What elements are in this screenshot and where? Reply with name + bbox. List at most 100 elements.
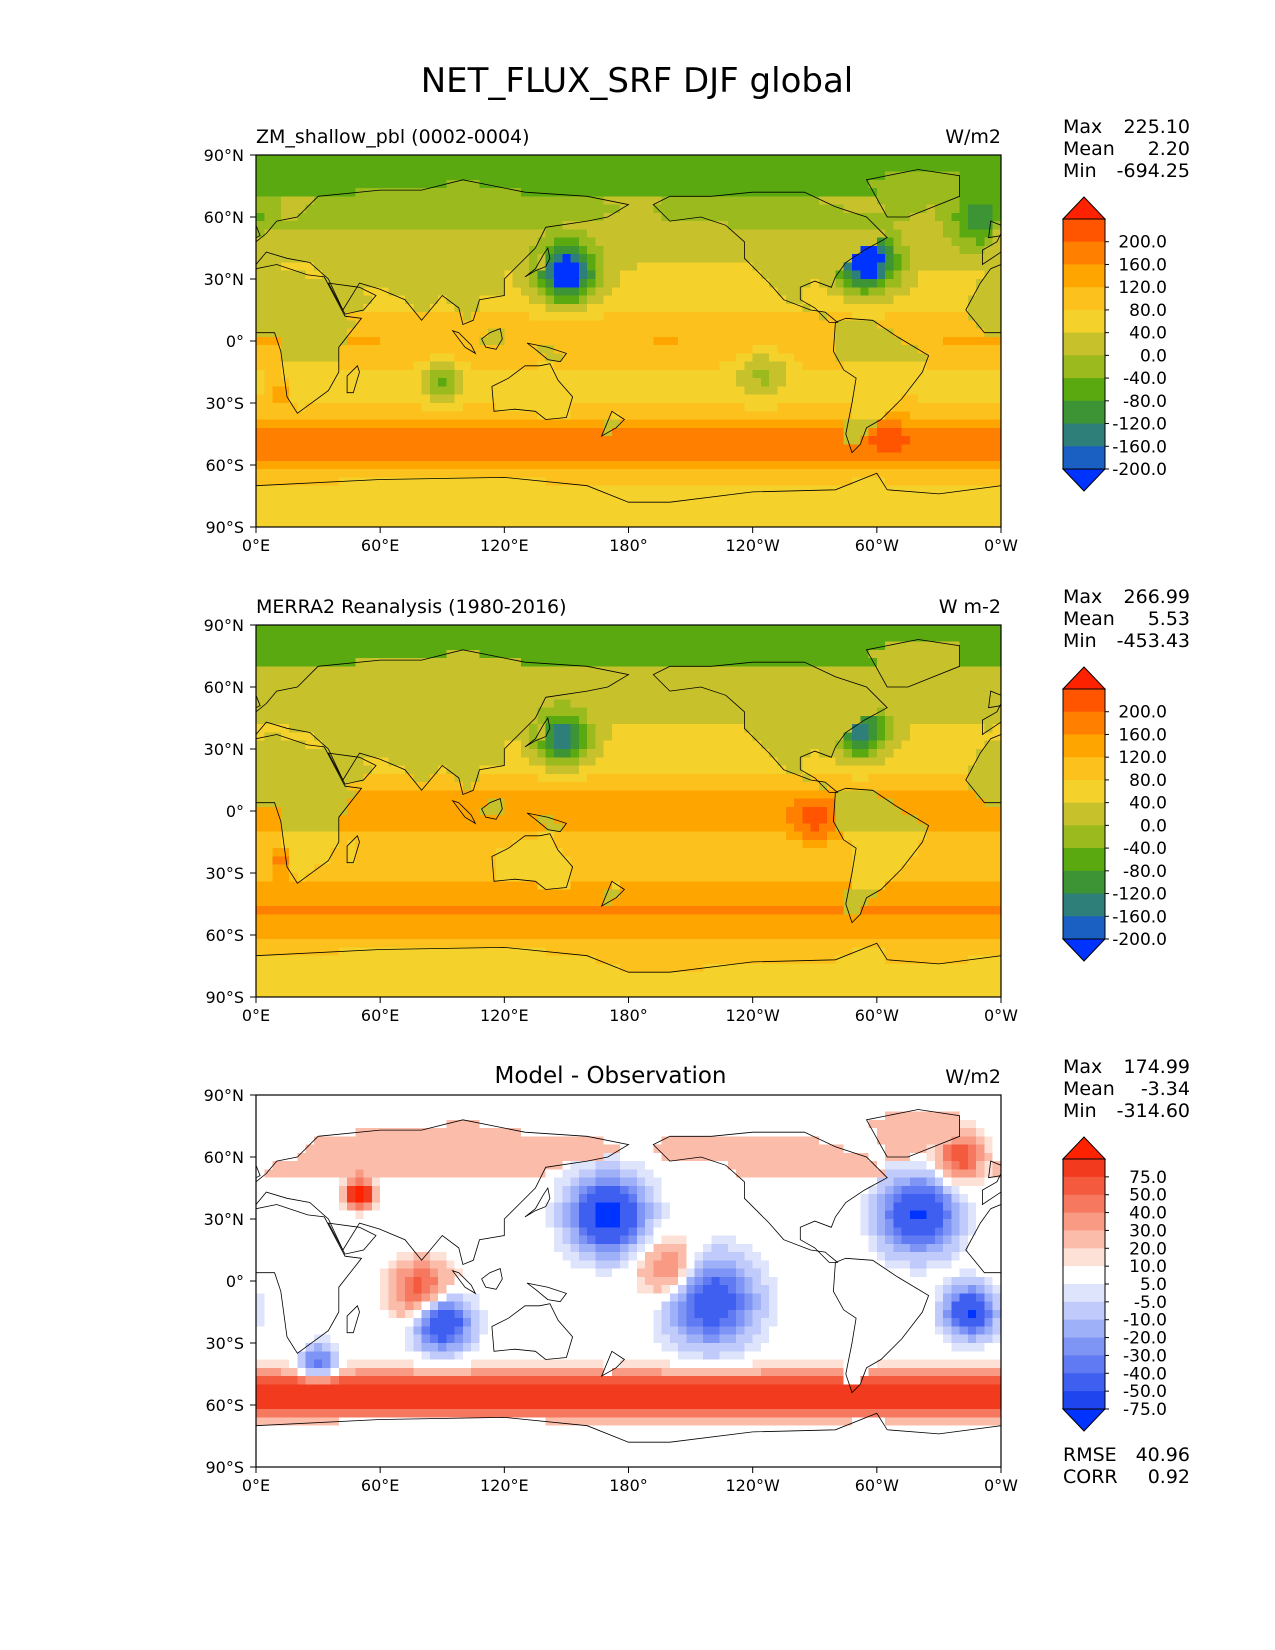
colorbar-tick-label: 80.0 — [1129, 301, 1167, 321]
stat-label: Min — [1063, 630, 1097, 652]
stat-value: 266.99 — [1124, 586, 1190, 608]
colorbar-tick-label: 20.0 — [1129, 1239, 1167, 1259]
extra-stat-label: RMSE — [1063, 1444, 1117, 1466]
stat-value: 5.53 — [1148, 608, 1190, 630]
extra-stat-label: CORR — [1063, 1466, 1118, 1488]
colorbar-tick-label: 40.0 — [1129, 794, 1167, 814]
colorbar-tick-label: 0.0 — [1140, 816, 1167, 836]
panel-title: MERRA2 Reanalysis (1980-2016) — [256, 596, 567, 618]
lon-tick-label: 60°E — [361, 536, 399, 555]
lon-tick-label: 180° — [609, 1476, 648, 1495]
lon-tick-label: 180° — [609, 1006, 648, 1025]
stat-value: -3.34 — [1141, 1078, 1190, 1100]
panel-title: ZM_shallow_pbl (0002-0004) — [256, 126, 530, 148]
colorbar-tick-label: -40.0 — [1123, 1364, 1167, 1384]
extra-stat-value: 40.96 — [1136, 1444, 1190, 1466]
colorbar-tick-label: 120.0 — [1118, 748, 1167, 768]
lat-tick-label: 60°S — [205, 1396, 244, 1415]
colorbar-tick-label: -10.0 — [1123, 1311, 1167, 1331]
colorbar-tick-label: 75.0 — [1129, 1168, 1167, 1188]
stat-label: Mean — [1063, 608, 1115, 630]
colorbar-tick-label: 40.0 — [1129, 1204, 1167, 1224]
colorbar-tick-label: -160.0 — [1112, 437, 1167, 457]
lat-tick-label: 0° — [226, 802, 244, 821]
lon-tick-label: 0°W — [984, 536, 1018, 555]
lon-tick-label: 60°W — [855, 1006, 899, 1025]
stat-value: 2.20 — [1148, 138, 1190, 160]
colorbar-tick-label: -40.0 — [1123, 839, 1167, 859]
lat-tick-label: 90°N — [204, 146, 244, 165]
stat-label: Max — [1063, 1056, 1102, 1078]
colorbar-tick-label: 50.0 — [1129, 1186, 1167, 1206]
stat-value: -314.60 — [1117, 1100, 1190, 1122]
lon-tick-label: 120°E — [480, 1006, 529, 1025]
lon-tick-label: 60°E — [361, 1006, 399, 1025]
colorbar-tick-label: 80.0 — [1129, 771, 1167, 791]
lat-tick-label: 30°N — [204, 740, 244, 759]
map-panel-1: 0°E 60°E 120°E 180° 120°W 60°W 0°W 90°N 60°N 30°N… — [204, 116, 1190, 555]
stat-label: Mean — [1063, 1078, 1115, 1100]
stat-value: 174.99 — [1124, 1056, 1190, 1078]
stat-value: 225.10 — [1124, 116, 1190, 138]
lat-tick-label: 0° — [226, 1272, 244, 1291]
lon-tick-label: 120°E — [480, 536, 529, 555]
colorbar-tick-label: -120.0 — [1112, 885, 1167, 905]
lat-tick-label: 30°N — [204, 1210, 244, 1229]
lat-tick-label: 30°N — [204, 270, 244, 289]
field-layer — [256, 155, 1002, 528]
colorbar-tick-label: 200.0 — [1118, 233, 1167, 253]
lon-tick-label: 0°E — [242, 1006, 270, 1025]
stat-label: Max — [1063, 116, 1102, 138]
panel-title: Model - Observation — [494, 1063, 726, 1089]
colorbar-tick-label: 160.0 — [1118, 725, 1167, 745]
lat-tick-label: 60°S — [205, 456, 244, 475]
stat-label: Max — [1063, 586, 1102, 608]
lat-tick-label: 60°N — [204, 678, 244, 697]
colorbar-tick-label: -80.0 — [1123, 862, 1167, 882]
colorbar-tick-label: -200.0 — [1112, 460, 1167, 480]
extra-stat-value: 0.92 — [1148, 1466, 1190, 1488]
colorbar-tick-label: 120.0 — [1118, 278, 1167, 298]
lat-tick-label: 90°S — [205, 1458, 244, 1477]
lat-tick-label: 30°S — [205, 864, 244, 883]
lat-tick-label: 90°S — [205, 518, 244, 537]
colorbar-tick-label: 40.0 — [1129, 324, 1167, 344]
colorbar-tick-label: 30.0 — [1129, 1221, 1167, 1241]
colorbar-tick-label: -20.0 — [1123, 1329, 1167, 1349]
figure-title: NET_FLUX_SRF DJF global — [421, 61, 854, 101]
colorbar: 75.050.040.030.020.010.05.0-5.0-10.0-20.… — [1061, 1136, 1167, 1432]
panel-units: W/m2 — [945, 1066, 1001, 1088]
stat-label: Mean — [1063, 138, 1115, 160]
colorbar-tick-label: -160.0 — [1112, 907, 1167, 927]
colorbar-tick-label: -200.0 — [1112, 930, 1167, 950]
lat-tick-label: 90°S — [205, 988, 244, 1007]
lat-tick-label: 90°N — [204, 616, 244, 635]
lat-tick-label: 60°S — [205, 926, 244, 945]
colorbar-tick-label: -40.0 — [1123, 369, 1167, 389]
stat-value: -453.43 — [1117, 630, 1190, 652]
field-layer — [256, 625, 1002, 998]
lat-tick-label: 90°N — [204, 1086, 244, 1105]
lon-tick-label: 0°E — [242, 1476, 270, 1495]
lon-tick-label: 60°E — [361, 1476, 399, 1495]
stat-label: Min — [1063, 160, 1097, 182]
lon-tick-label: 120°W — [725, 536, 780, 555]
colorbar-tick-label: 10.0 — [1129, 1257, 1167, 1277]
colorbar-tick-label: 5.0 — [1140, 1275, 1167, 1295]
colorbar-tick-label: -50.0 — [1123, 1382, 1167, 1402]
lon-tick-label: 0°W — [984, 1006, 1018, 1025]
lat-tick-label: 30°S — [205, 394, 244, 413]
lat-tick-label: 60°N — [204, 1148, 244, 1167]
stat-label: Min — [1063, 1100, 1097, 1122]
lon-tick-label: 180° — [609, 536, 648, 555]
colorbar-tick-label: 0.0 — [1140, 346, 1167, 366]
colorbar-tick-label: 160.0 — [1118, 255, 1167, 275]
lon-tick-label: 0°E — [242, 536, 270, 555]
map-panel-3: 0°E 60°E 120°E 180° 120°W 60°W 0°W 90°N 60°N 30°N… — [204, 1056, 1190, 1495]
lon-tick-label: 60°W — [855, 536, 899, 555]
colorbar-tick-label: -120.0 — [1112, 415, 1167, 435]
colorbar-tick-label: -5.0 — [1134, 1293, 1167, 1313]
